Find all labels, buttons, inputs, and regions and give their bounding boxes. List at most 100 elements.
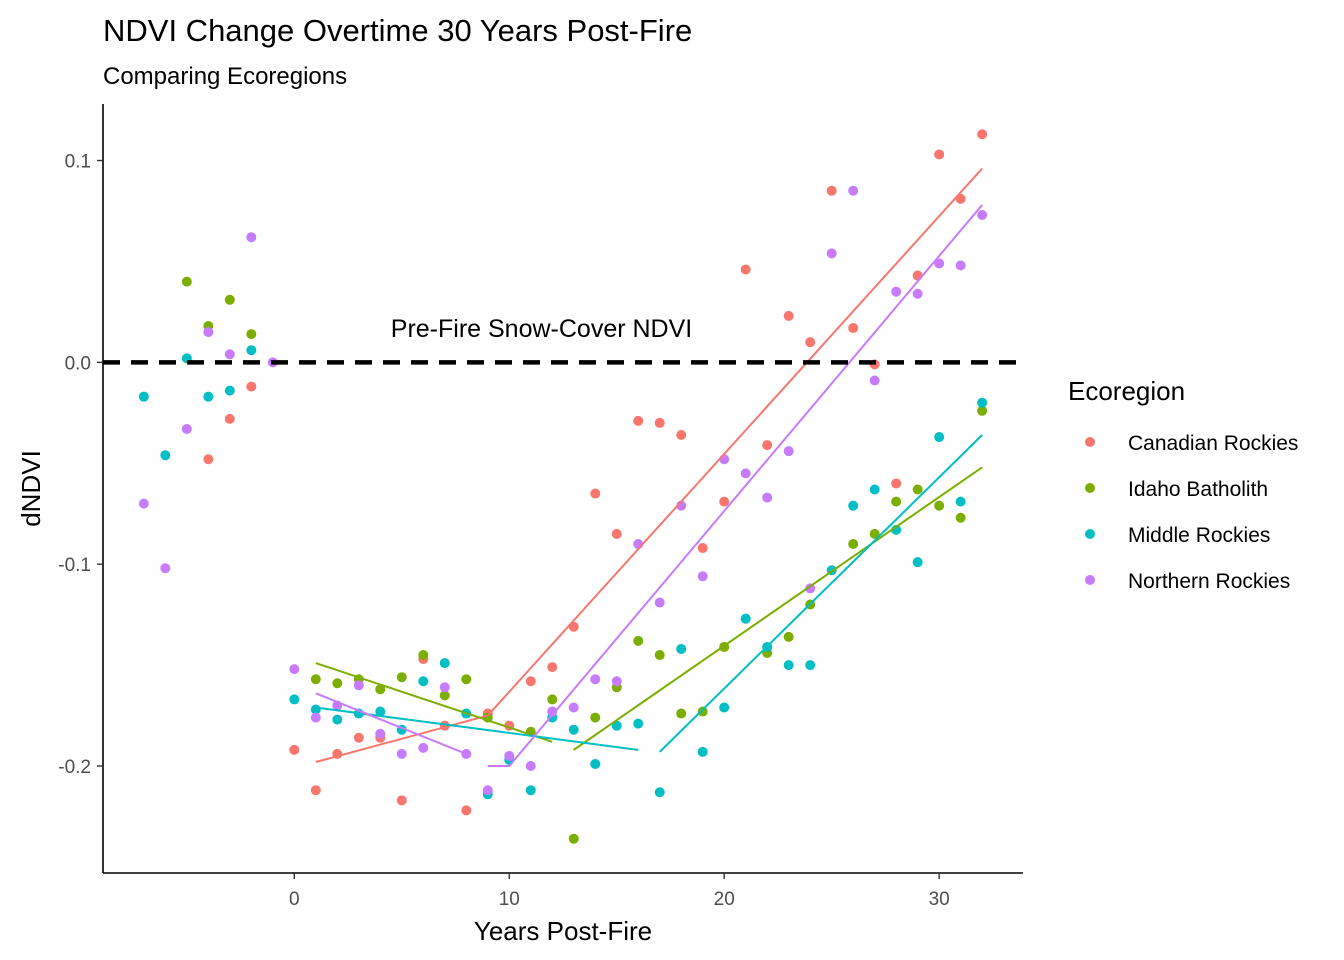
- data-point: [224, 413, 235, 424]
- data-point: [891, 496, 902, 507]
- data-point: [654, 650, 665, 661]
- data-point: [848, 185, 859, 196]
- data-point: [160, 450, 171, 461]
- data-point: [934, 500, 945, 511]
- x-tick-label: 0: [289, 889, 300, 910]
- x-axis-ticks: 0 10 20 30: [289, 873, 950, 910]
- data-point: [955, 512, 966, 523]
- trend-line: [487, 167, 983, 717]
- data-point: [181, 276, 192, 287]
- legend: Ecoregion Canadian Rockies Idaho Batholit…: [1068, 376, 1298, 593]
- trend-line: [315, 692, 467, 755]
- data-point: [525, 761, 536, 772]
- data-point: [934, 149, 945, 160]
- data-point: [310, 712, 321, 723]
- legend-key: [1085, 483, 1095, 493]
- data-point: [848, 539, 859, 550]
- trend-line: [315, 662, 553, 743]
- y-axis-title: dNDVI: [16, 450, 46, 527]
- data-point: [977, 405, 988, 416]
- data-point: [203, 454, 214, 465]
- data-point: [654, 787, 665, 798]
- data-point: [289, 694, 300, 705]
- data-point: [611, 720, 622, 731]
- legend-label: Northern Rockies: [1128, 570, 1290, 593]
- data-point: [633, 718, 644, 729]
- data-point: [547, 694, 558, 705]
- series-points: [138, 345, 988, 800]
- legend-label: Idaho Batholith: [1128, 478, 1268, 501]
- data-point: [224, 385, 235, 396]
- data-point: [740, 264, 751, 275]
- data-point: [547, 706, 558, 717]
- trend-line: [487, 204, 983, 768]
- data-point: [805, 337, 816, 348]
- legend-item: Idaho Batholith: [1085, 478, 1268, 501]
- x-tick-label: 20: [714, 889, 735, 910]
- data-point: [955, 260, 966, 271]
- data-point: [461, 805, 472, 816]
- legend-label: Middle Rockies: [1128, 524, 1270, 547]
- data-point: [160, 563, 171, 574]
- data-point: [246, 381, 257, 392]
- data-point: [848, 500, 859, 511]
- data-point: [138, 498, 149, 509]
- data-point: [418, 676, 429, 687]
- data-point: [912, 557, 923, 568]
- data-point: [869, 528, 880, 539]
- data-point: [310, 674, 321, 685]
- data-point: [697, 746, 708, 757]
- trend-line: [659, 434, 983, 753]
- data-point: [934, 258, 945, 269]
- series-points: [138, 185, 988, 796]
- plot-area: [103, 129, 1023, 844]
- data-point: [375, 706, 386, 717]
- data-point: [783, 446, 794, 457]
- data-point: [396, 748, 407, 759]
- legend-title: Ecoregion: [1068, 376, 1185, 406]
- legend-item: Canadian Rockies: [1085, 432, 1298, 455]
- data-point: [525, 676, 536, 687]
- data-point: [289, 744, 300, 755]
- data-point: [439, 658, 450, 669]
- data-point: [310, 785, 321, 796]
- data-point: [289, 664, 300, 675]
- data-point: [676, 430, 687, 441]
- data-point: [568, 702, 579, 713]
- data-point: [783, 631, 794, 642]
- trend-line: [315, 714, 489, 763]
- trend-line: [573, 466, 983, 751]
- data-point: [912, 270, 923, 281]
- data-point: [697, 571, 708, 582]
- data-point: [568, 833, 579, 844]
- data-point: [482, 785, 493, 796]
- y-tick-label: 0.0: [65, 353, 91, 374]
- data-point: [762, 440, 773, 451]
- data-point: [246, 232, 257, 243]
- data-point: [611, 528, 622, 539]
- data-point: [396, 795, 407, 806]
- data-point: [805, 583, 816, 594]
- data-point: [590, 759, 601, 770]
- data-point: [396, 672, 407, 683]
- data-point: [547, 662, 558, 673]
- data-point: [762, 492, 773, 503]
- legend-key: [1085, 575, 1095, 585]
- data-point: [439, 682, 450, 693]
- data-point: [740, 613, 751, 624]
- data-point: [826, 248, 837, 259]
- data-point: [934, 432, 945, 443]
- data-point: [353, 680, 364, 691]
- x-tick-label: 10: [499, 889, 520, 910]
- data-point: [891, 478, 902, 489]
- data-point: [246, 329, 257, 340]
- data-point: [805, 660, 816, 671]
- y-axis-ticks: -0.2 -0.1 0.0 0.1: [58, 152, 103, 778]
- legend-key: [1085, 529, 1095, 539]
- data-point: [676, 708, 687, 719]
- x-tick-label: 30: [929, 889, 950, 910]
- data-point: [203, 327, 214, 338]
- data-point: [138, 391, 149, 402]
- legend-key: [1085, 437, 1095, 447]
- data-point: [719, 496, 730, 507]
